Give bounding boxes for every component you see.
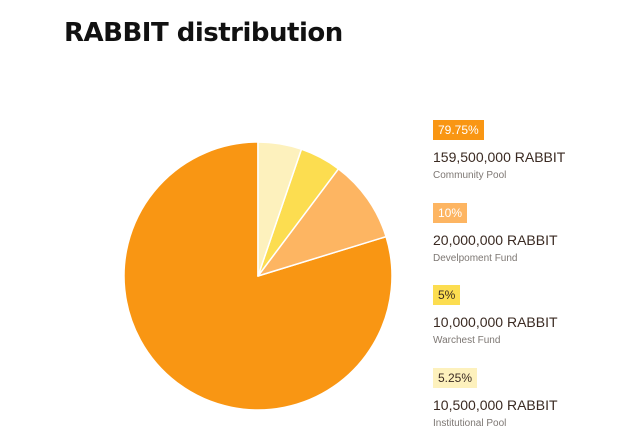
legend-label: Community Pool: [433, 170, 507, 181]
legend-percent-badge: 5.25%: [433, 368, 478, 388]
legend-item-warchest-fund: 5% 10,000,000 RABBIT Warchest Fund: [433, 285, 633, 355]
legend-item-community-pool: 79.75% 159,500,000 RABBIT Community Pool: [433, 120, 633, 190]
pie-chart: [118, 136, 398, 416]
legend-amount: 10,000,000 RABBIT: [433, 314, 558, 330]
legend-item-development-fund: 10% 20,000,000 RABBIT Develpoment Fund: [433, 203, 633, 273]
legend-amount: 10,500,000 RABBIT: [433, 397, 558, 413]
pie-chart-svg: [123, 141, 393, 411]
legend-percent-badge: 5%: [433, 285, 461, 305]
legend-amount: 159,500,000 RABBIT: [433, 149, 566, 165]
legend-label: Develpoment Fund: [433, 253, 518, 264]
legend-amount: 20,000,000 RABBIT: [433, 232, 558, 248]
legend-item-institutional-pool: 5.25% 10,500,000 RABBIT Institutional Po…: [433, 368, 633, 438]
pie-slice-institutional-pool: [257, 141, 303, 277]
legend-label: Warchest Fund: [433, 335, 501, 346]
pie-slice-development-fund: [257, 168, 387, 277]
legend-label: Institutional Pool: [433, 418, 507, 429]
page-title: RABBIT distribution: [64, 18, 343, 48]
legend-percent-badge: 10%: [433, 203, 468, 223]
legend-percent-badge: 79.75%: [433, 120, 484, 140]
